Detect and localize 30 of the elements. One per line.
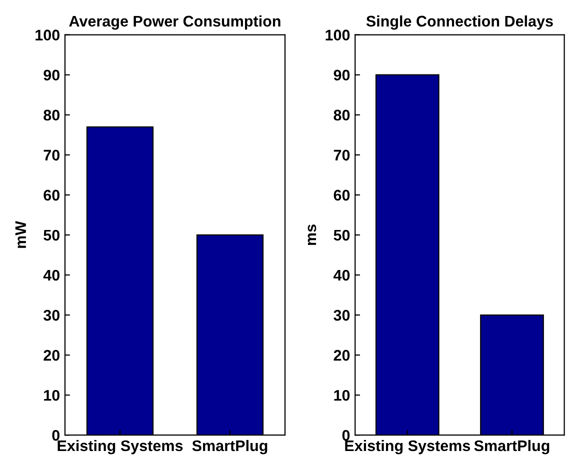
- y-axis-title: mW: [15, 220, 26, 248]
- y-tick-label: 20: [44, 350, 60, 361]
- x-tick-label: Existing Systems: [345, 440, 470, 454]
- y-tick-label: 90: [44, 70, 60, 81]
- y-tick-label: 10: [44, 390, 60, 401]
- y-tick-label: 30: [43, 310, 60, 321]
- y-tick-label: 70: [44, 150, 60, 161]
- y-tick-label: 40: [43, 270, 60, 281]
- x-tick-label: Existing Systems: [58, 440, 183, 454]
- x-tick-label: SmartPlug: [474, 440, 550, 454]
- y-tick-label: 90: [334, 70, 350, 81]
- y-tick-label: 10: [334, 390, 350, 401]
- y-tick-label: 80: [334, 110, 350, 121]
- y-tick-label: 20: [334, 350, 350, 361]
- y-tick-label: 40: [333, 270, 350, 281]
- y-tick-label: 70: [334, 150, 350, 161]
- x-tick-label: SmartPlug: [192, 440, 268, 454]
- y-tick-label: 50: [44, 230, 60, 241]
- y-tick-label: 30: [334, 310, 350, 321]
- y-tick-label: 100: [326, 30, 350, 40]
- y-tick-label: 0: [52, 430, 60, 441]
- y-tick-label: 80: [44, 110, 60, 121]
- chart-title: Single Connection Delays: [366, 15, 553, 30]
- y-tick-label: 60: [44, 190, 60, 201]
- y-tick-label: 100: [36, 30, 60, 40]
- y-axis-title: ms: [308, 224, 316, 245]
- y-tick-label: 50: [334, 230, 350, 241]
- chart-title: Average Power Consumption: [69, 15, 280, 30]
- y-tick-label: 60: [334, 190, 350, 201]
- y-tick-label: 0: [342, 430, 350, 441]
